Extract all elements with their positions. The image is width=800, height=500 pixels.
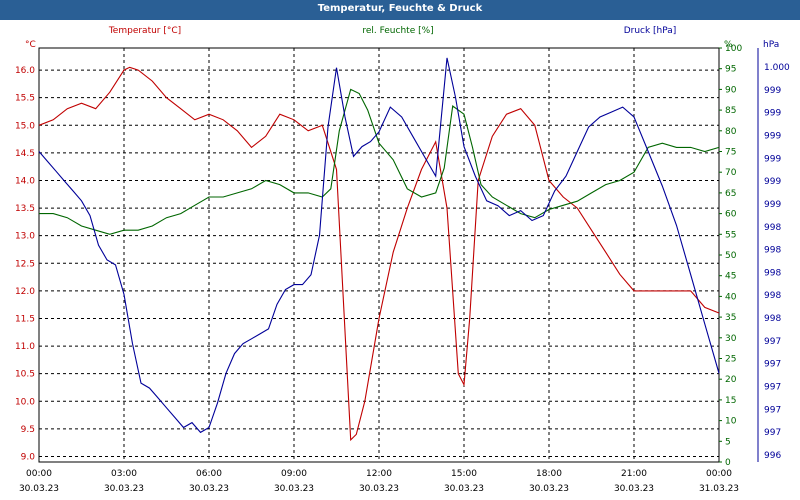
humidity-tick-label: 90: [725, 85, 737, 95]
pressure-tick-label: 999: [764, 131, 781, 141]
temperature-tick-label: 11.5: [15, 314, 35, 324]
temperature-tick-label: 14.0: [15, 176, 35, 186]
x-tick-time: 00:00: [706, 469, 732, 479]
x-tick-time: 06:00: [196, 469, 222, 479]
humidity-tick-label: 35: [725, 313, 736, 323]
humidity-tick-label: 100: [725, 44, 742, 54]
x-tick-date: 30.03.23: [104, 484, 144, 494]
humidity-tick-label: 0: [725, 458, 731, 468]
humidity-tick-label: 95: [725, 65, 736, 75]
humidity-tick-label: 30: [725, 334, 737, 344]
temperature-tick-label: 13.5: [15, 204, 35, 214]
pressure-line: [38, 57, 720, 434]
left-axis-unit: °C: [25, 40, 36, 50]
temperature-tick-label: 15.5: [15, 94, 35, 104]
humidity-tick-label: 75: [725, 148, 736, 158]
x-tick-date: 30.03.23: [529, 484, 569, 494]
pressure-tick-label: 999: [764, 109, 781, 119]
pressure-tick-label: 998: [764, 314, 781, 324]
humidity-tick-label: 80: [725, 127, 737, 137]
humidity-tick-label: 55: [725, 230, 736, 240]
pressure-tick-label: 997: [764, 360, 781, 370]
x-tick-time: 03:00: [111, 469, 137, 479]
pressure-tick-label: 998: [764, 291, 781, 301]
pressure-tick-label: 997: [764, 383, 781, 393]
temperature-tick-label: 9.0: [21, 452, 36, 462]
temperature-tick-label: 11.0: [15, 342, 35, 352]
pressure-tick-label: 997: [764, 337, 781, 347]
temperature-tick-label: 9.5: [21, 425, 35, 435]
temperature-tick-label: 14.5: [15, 149, 35, 159]
x-tick-time: 15:00: [451, 469, 477, 479]
humidity-tick-label: 5: [725, 437, 731, 447]
humidity-tick-label: 85: [725, 106, 736, 116]
pressure-tick-label: 998: [764, 246, 781, 256]
pressure-tick-label: 997: [764, 428, 781, 438]
humidity-axis-label: rel. Feuchte [%]: [362, 26, 433, 36]
pressure-tick-label: 998: [764, 268, 781, 278]
humidity-tick-label: 15: [725, 396, 736, 406]
pressure-tick-label: 999: [764, 86, 781, 96]
x-tick-time: 18:00: [536, 469, 562, 479]
chart-canvas: °C Temperatur [°C] rel. Feuchte [%] Druc…: [15, 26, 790, 494]
temperature-tick-label: 12.5: [15, 259, 35, 269]
pressure-tick-label: 999: [764, 177, 781, 187]
humidity-line: [39, 88, 720, 235]
x-tick-time: 09:00: [281, 469, 307, 479]
pressure-axis-label: Druck [hPa]: [624, 26, 677, 36]
humidity-tick-label: 20: [725, 375, 737, 385]
pressure-tick-label: 996: [764, 451, 781, 461]
left-axis-label: Temperatur [°C]: [108, 26, 181, 36]
temperature-tick-label: 10.5: [15, 370, 35, 380]
x-tick-date: 30.03.23: [189, 484, 229, 494]
x-tick-time: 21:00: [621, 469, 647, 479]
chart-title: Temperatur, Feuchte & Druck: [0, 0, 800, 20]
temperature-tick-label: 16.0: [15, 66, 35, 76]
pressure-tick-label: 1.000: [764, 63, 790, 73]
humidity-tick-label: 65: [725, 189, 736, 199]
humidity-tick-label: 70: [725, 168, 737, 178]
x-tick-time: 00:00: [26, 469, 52, 479]
humidity-axis-unit: %: [724, 40, 733, 50]
pressure-tick-label: 998: [764, 223, 781, 233]
temperature-line: [38, 66, 720, 442]
humidity-tick-label: 45: [725, 272, 736, 282]
pressure-tick-label: 999: [764, 154, 781, 164]
pressure-tick-label: 999: [764, 200, 781, 210]
pressure-axis-unit: hPa: [763, 40, 779, 50]
x-tick-date: 30.03.23: [19, 484, 59, 494]
x-tick-date: 30.03.23: [444, 484, 484, 494]
x-tick-date: 30.03.23: [274, 484, 314, 494]
x-tick-time: 12:00: [366, 469, 392, 479]
humidity-tick-label: 50: [725, 251, 737, 261]
temperature-tick-label: 12.0: [15, 287, 35, 297]
humidity-tick-label: 25: [725, 355, 736, 365]
humidity-tick-label: 10: [725, 417, 737, 427]
x-tick-date: 30.03.23: [614, 484, 654, 494]
humidity-tick-label: 60: [725, 210, 737, 220]
pressure-tick-label: 997: [764, 405, 781, 415]
x-tick-date: 31.03.23: [699, 484, 739, 494]
temperature-tick-label: 15.0: [15, 121, 35, 131]
temperature-tick-label: 13.0: [15, 232, 35, 242]
x-tick-date: 30.03.23: [359, 484, 399, 494]
temperature-tick-label: 10.0: [15, 397, 35, 407]
humidity-tick-label: 40: [725, 292, 737, 302]
